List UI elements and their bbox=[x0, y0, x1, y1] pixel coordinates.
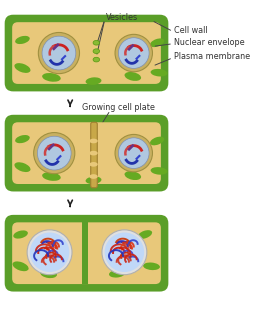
Ellipse shape bbox=[124, 171, 141, 180]
FancyBboxPatch shape bbox=[5, 215, 168, 291]
FancyBboxPatch shape bbox=[5, 115, 168, 192]
Ellipse shape bbox=[151, 167, 167, 175]
Ellipse shape bbox=[89, 151, 98, 156]
Ellipse shape bbox=[86, 77, 101, 85]
Ellipse shape bbox=[93, 49, 100, 54]
Ellipse shape bbox=[138, 230, 152, 239]
Text: Nuclear envelope: Nuclear envelope bbox=[174, 38, 245, 47]
Ellipse shape bbox=[150, 38, 164, 47]
Circle shape bbox=[38, 33, 79, 74]
Circle shape bbox=[27, 230, 72, 275]
Circle shape bbox=[30, 232, 69, 272]
FancyBboxPatch shape bbox=[12, 222, 161, 284]
Ellipse shape bbox=[89, 162, 98, 167]
FancyBboxPatch shape bbox=[12, 22, 161, 84]
Ellipse shape bbox=[109, 270, 125, 277]
Ellipse shape bbox=[143, 263, 160, 270]
Ellipse shape bbox=[40, 269, 57, 278]
Text: Growing cell plate: Growing cell plate bbox=[82, 103, 155, 112]
Ellipse shape bbox=[93, 40, 100, 45]
FancyBboxPatch shape bbox=[12, 122, 161, 184]
Ellipse shape bbox=[14, 63, 30, 73]
Ellipse shape bbox=[13, 230, 28, 239]
Ellipse shape bbox=[89, 139, 98, 143]
Text: Cell wall: Cell wall bbox=[174, 26, 208, 35]
Circle shape bbox=[115, 34, 152, 72]
FancyBboxPatch shape bbox=[5, 15, 168, 91]
Ellipse shape bbox=[151, 69, 167, 77]
Ellipse shape bbox=[42, 172, 61, 181]
Circle shape bbox=[118, 138, 149, 168]
Circle shape bbox=[34, 133, 75, 174]
Text: Plasma membrane: Plasma membrane bbox=[174, 52, 250, 61]
Circle shape bbox=[105, 232, 144, 272]
Ellipse shape bbox=[15, 36, 30, 44]
FancyBboxPatch shape bbox=[82, 222, 88, 284]
Text: Vesicles: Vesicles bbox=[106, 13, 138, 22]
Circle shape bbox=[118, 38, 149, 69]
Ellipse shape bbox=[93, 57, 100, 62]
Ellipse shape bbox=[89, 174, 98, 179]
Circle shape bbox=[42, 36, 76, 70]
Ellipse shape bbox=[124, 72, 141, 81]
Ellipse shape bbox=[13, 261, 29, 271]
Ellipse shape bbox=[150, 137, 164, 145]
FancyBboxPatch shape bbox=[91, 122, 97, 188]
Ellipse shape bbox=[14, 162, 30, 172]
Circle shape bbox=[115, 135, 152, 172]
Circle shape bbox=[37, 136, 71, 170]
Ellipse shape bbox=[42, 73, 61, 82]
Ellipse shape bbox=[86, 176, 101, 184]
Ellipse shape bbox=[15, 135, 30, 143]
Circle shape bbox=[102, 230, 147, 275]
